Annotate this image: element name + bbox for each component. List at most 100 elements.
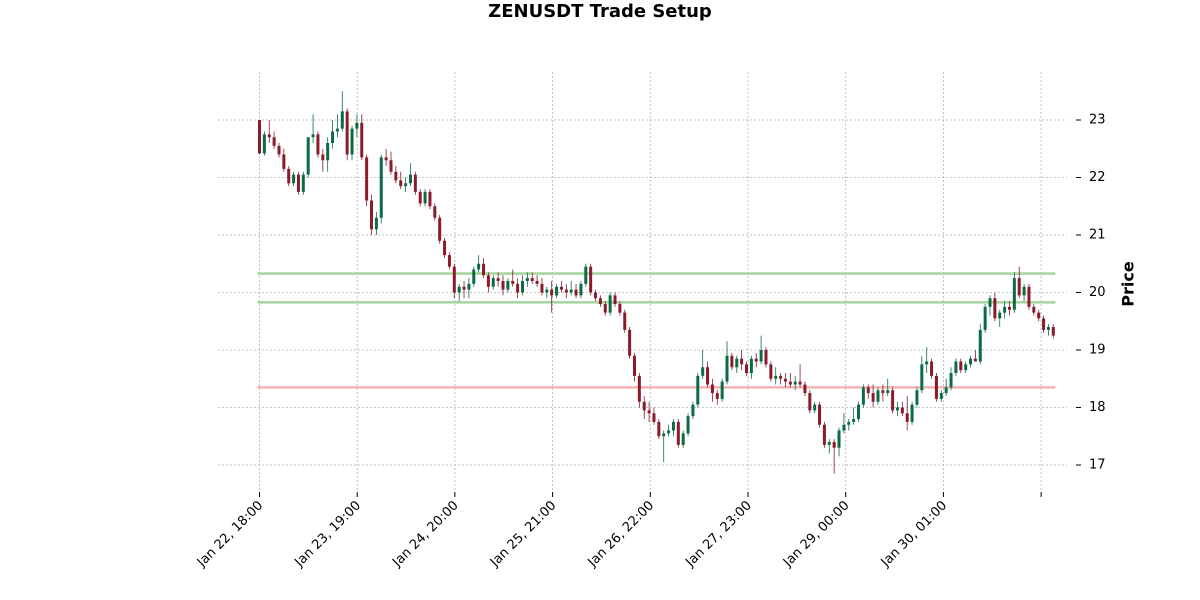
candle-down (389, 151, 393, 175)
candle-body (944, 387, 948, 394)
candle-down (706, 361, 710, 388)
candle-body (389, 160, 393, 172)
candle-body (803, 384, 807, 394)
candle-body (374, 217, 378, 230)
candle-down (530, 272, 534, 284)
candle-body (433, 206, 437, 218)
candle-down (798, 364, 802, 388)
candle-up (667, 424, 671, 437)
candle-body (910, 404, 914, 422)
candle-up (662, 430, 666, 463)
candle-down (511, 269, 515, 287)
candle-up (735, 355, 739, 373)
chart-title: ZENUSDT Trade Setup (488, 1, 712, 22)
candle-down (594, 289, 598, 302)
candle-body (447, 255, 451, 267)
candle-down (881, 384, 885, 402)
candle-body (895, 407, 899, 411)
candle-body (783, 378, 787, 382)
candle-body (696, 375, 700, 405)
candle-body (769, 364, 773, 379)
candle-body (355, 122, 359, 129)
candle-up (915, 387, 919, 408)
candle-body (413, 174, 417, 192)
candle-body (1022, 286, 1026, 296)
x-tick-label: Jan 27, 23:00 (682, 498, 754, 570)
candle-body (852, 419, 856, 422)
y-tick-label: 19 (1089, 343, 1106, 358)
candle-up (262, 131, 266, 156)
candle-body (516, 283, 520, 293)
candle-body (559, 286, 563, 290)
candle-body (399, 180, 403, 187)
candle-body (788, 381, 792, 385)
candle-up (292, 171, 296, 187)
candle-up (404, 177, 408, 192)
candle-body (735, 358, 739, 368)
candle-up (759, 335, 763, 365)
candle-body (779, 375, 783, 379)
candle-body (258, 120, 261, 154)
candle-down (783, 373, 787, 388)
candle-body (623, 312, 627, 330)
candle-body (379, 157, 383, 218)
candle-down (433, 203, 437, 221)
x-tick-label: Jan 29, 00:00 (780, 498, 852, 570)
candle-down (540, 278, 544, 296)
candle-body (813, 404, 817, 411)
candle-up (686, 413, 690, 437)
candle-body (1003, 306, 1007, 313)
candle-up (969, 355, 973, 368)
candle-up (311, 114, 315, 143)
candle-down (993, 292, 997, 322)
candle-body (691, 404, 695, 417)
candle-body (340, 111, 344, 129)
candle-down (272, 131, 276, 149)
candle-body (287, 168, 291, 184)
candle-body (452, 266, 456, 293)
candle-down (891, 387, 895, 414)
candle-down (1017, 266, 1021, 299)
candle-down (628, 327, 632, 359)
candle-body (555, 286, 559, 296)
candle-down (574, 283, 578, 299)
candle-body (832, 442, 836, 448)
candle-body (296, 174, 300, 192)
candle-up (467, 278, 471, 299)
candle-body (749, 358, 753, 373)
candle-down (808, 390, 812, 414)
candle-down (973, 350, 977, 362)
candle-body (418, 191, 422, 204)
candle-body (745, 364, 748, 373)
candle-body (603, 304, 607, 313)
candle-body (438, 217, 442, 241)
candle-up (827, 439, 831, 454)
candle-down (657, 419, 661, 440)
candle-body (915, 390, 919, 405)
candle-body (428, 191, 432, 207)
candle-up (457, 283, 461, 302)
candle-body (598, 298, 602, 304)
candle-body (618, 304, 622, 313)
candle-body (978, 329, 982, 362)
candle-down (745, 361, 748, 376)
candle-body (891, 390, 895, 411)
candle-down (652, 407, 656, 425)
candle-down (564, 283, 568, 299)
candle-body (847, 421, 851, 425)
candle-down (866, 384, 870, 399)
candle-body (394, 171, 398, 181)
candle-down (934, 373, 938, 402)
candle-up (306, 137, 310, 178)
candle-body (301, 174, 305, 192)
price-levels (257, 272, 1056, 389)
candle-body (715, 393, 719, 399)
candle-body (701, 367, 705, 376)
candle-down (623, 309, 627, 333)
candle-down (384, 148, 388, 166)
candle-body (443, 240, 447, 256)
y-tick-label: 17 (1089, 458, 1106, 473)
candle-down (418, 189, 422, 207)
candle-body (482, 263, 486, 276)
candle-down (486, 272, 490, 293)
